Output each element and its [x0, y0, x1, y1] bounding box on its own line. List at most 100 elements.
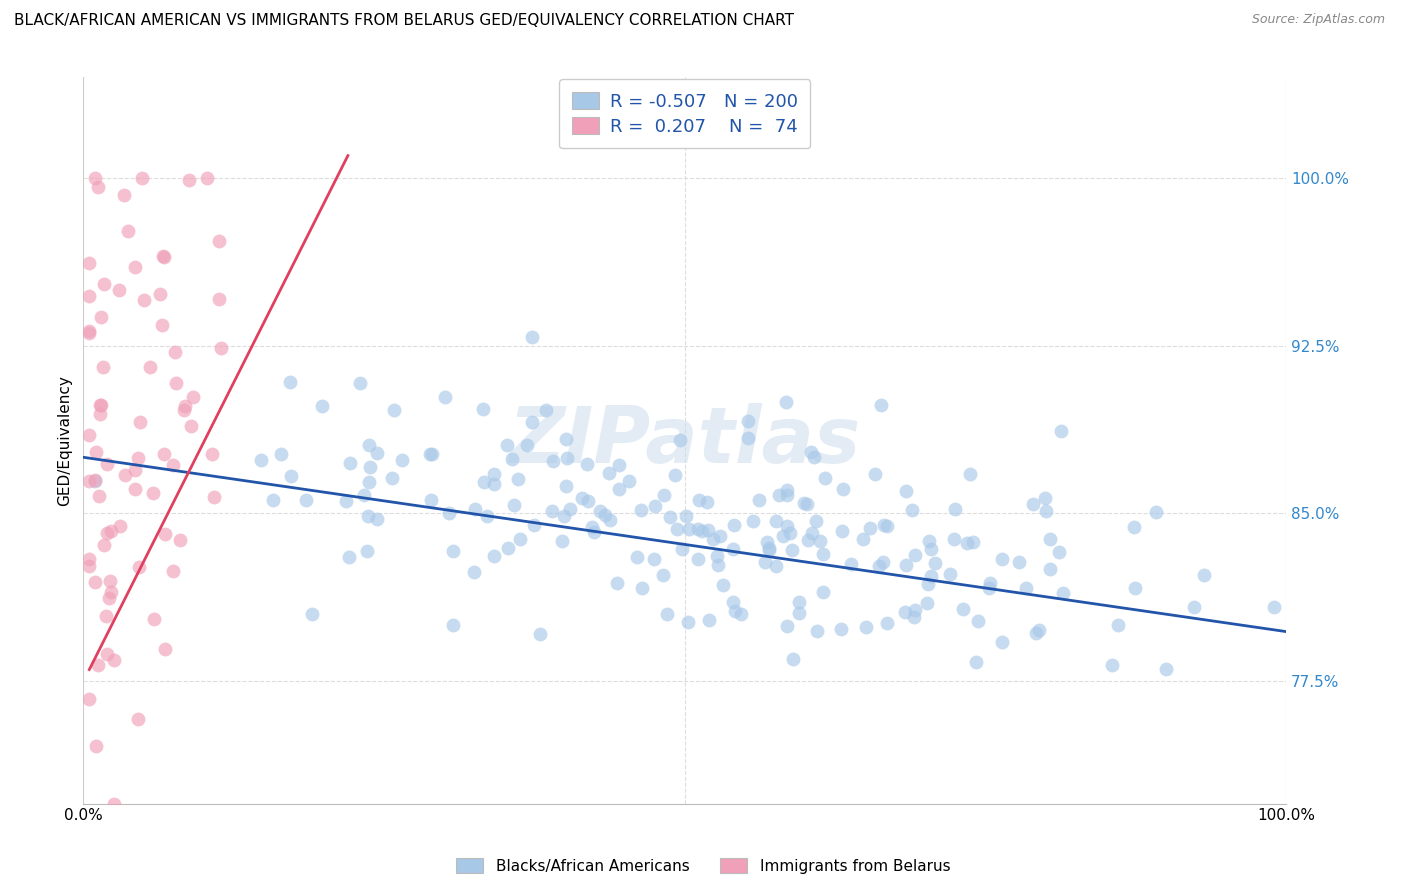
- Point: [692, 524, 714, 538]
- Point: [90, 310, 112, 324]
- Point: [1049, 424, 1071, 438]
- Point: [555, 450, 578, 465]
- Point: [754, 555, 776, 569]
- Point: [84, 473, 107, 487]
- Point: [91, 359, 114, 374]
- Point: [657, 607, 679, 621]
- Point: [965, 655, 987, 669]
- Point: [721, 595, 744, 609]
- Point: [108, 284, 131, 298]
- Point: [893, 605, 915, 619]
- Point: [97, 591, 120, 606]
- Point: [924, 556, 946, 570]
- Point: [804, 514, 827, 528]
- Text: ZIPatlas: ZIPatlas: [509, 402, 860, 478]
- Point: [124, 482, 146, 496]
- Point: [775, 394, 797, 409]
- Point: [419, 447, 441, 461]
- Point: [83, 171, 105, 186]
- Point: [707, 558, 730, 572]
- Point: [808, 534, 831, 549]
- Point: [391, 452, 413, 467]
- Point: [179, 173, 201, 187]
- Point: [90, 399, 112, 413]
- Point: [174, 399, 197, 413]
- Point: [709, 529, 731, 543]
- Point: [114, 467, 136, 482]
- Point: [87, 489, 110, 503]
- Point: [98, 574, 121, 588]
- Point: [626, 550, 648, 565]
- Point: [789, 606, 811, 620]
- Legend: Blacks/African Americans, Immigrants from Belarus: Blacks/African Americans, Immigrants fro…: [450, 852, 956, 880]
- Point: [89, 398, 111, 412]
- Point: [630, 502, 652, 516]
- Point: [598, 466, 620, 480]
- Point: [956, 536, 979, 550]
- Point: [294, 492, 316, 507]
- Point: [165, 376, 187, 391]
- Point: [93, 277, 115, 291]
- Point: [582, 525, 605, 540]
- Point: [471, 402, 494, 417]
- Point: [1154, 662, 1177, 676]
- Point: [962, 534, 984, 549]
- Point: [201, 447, 224, 461]
- Point: [464, 501, 486, 516]
- Point: [153, 642, 176, 657]
- Point: [501, 451, 523, 466]
- Point: [723, 517, 745, 532]
- Point: [139, 359, 162, 374]
- Point: [831, 483, 853, 497]
- Point: [1144, 505, 1167, 519]
- Point: [103, 653, 125, 667]
- Point: [943, 502, 966, 516]
- Point: [967, 614, 990, 628]
- Point: [576, 493, 599, 508]
- Point: [1263, 600, 1285, 615]
- Point: [676, 615, 699, 629]
- Point: [876, 615, 898, 630]
- Point: [915, 596, 938, 610]
- Point: [748, 492, 770, 507]
- Point: [666, 522, 689, 536]
- Point: [89, 407, 111, 421]
- Point: [162, 458, 184, 472]
- Point: [1025, 626, 1047, 640]
- Point: [918, 534, 941, 549]
- Point: [381, 470, 404, 484]
- Point: [357, 438, 380, 452]
- Point: [523, 517, 546, 532]
- Point: [153, 447, 176, 461]
- Point: [1049, 545, 1071, 559]
- Point: [920, 569, 942, 583]
- Point: [382, 402, 405, 417]
- Point: [353, 488, 375, 502]
- Point: [181, 390, 204, 404]
- Point: [536, 403, 558, 417]
- Point: [100, 524, 122, 539]
- Point: [96, 648, 118, 662]
- Point: [301, 607, 323, 621]
- Point: [780, 543, 803, 558]
- Point: [96, 458, 118, 472]
- Point: [581, 519, 603, 533]
- Point: [541, 453, 564, 467]
- Point: [1125, 581, 1147, 595]
- Point: [765, 558, 787, 573]
- Point: [173, 403, 195, 417]
- Point: [103, 797, 125, 811]
- Point: [79, 256, 101, 270]
- Point: [920, 541, 942, 556]
- Point: [571, 491, 593, 506]
- Point: [768, 488, 790, 502]
- Point: [896, 558, 918, 572]
- Point: [356, 544, 378, 558]
- Point: [668, 433, 690, 447]
- Point: [93, 538, 115, 552]
- Point: [79, 289, 101, 303]
- Point: [359, 475, 381, 490]
- Point: [1107, 617, 1129, 632]
- Point: [776, 483, 799, 497]
- Point: [516, 438, 538, 452]
